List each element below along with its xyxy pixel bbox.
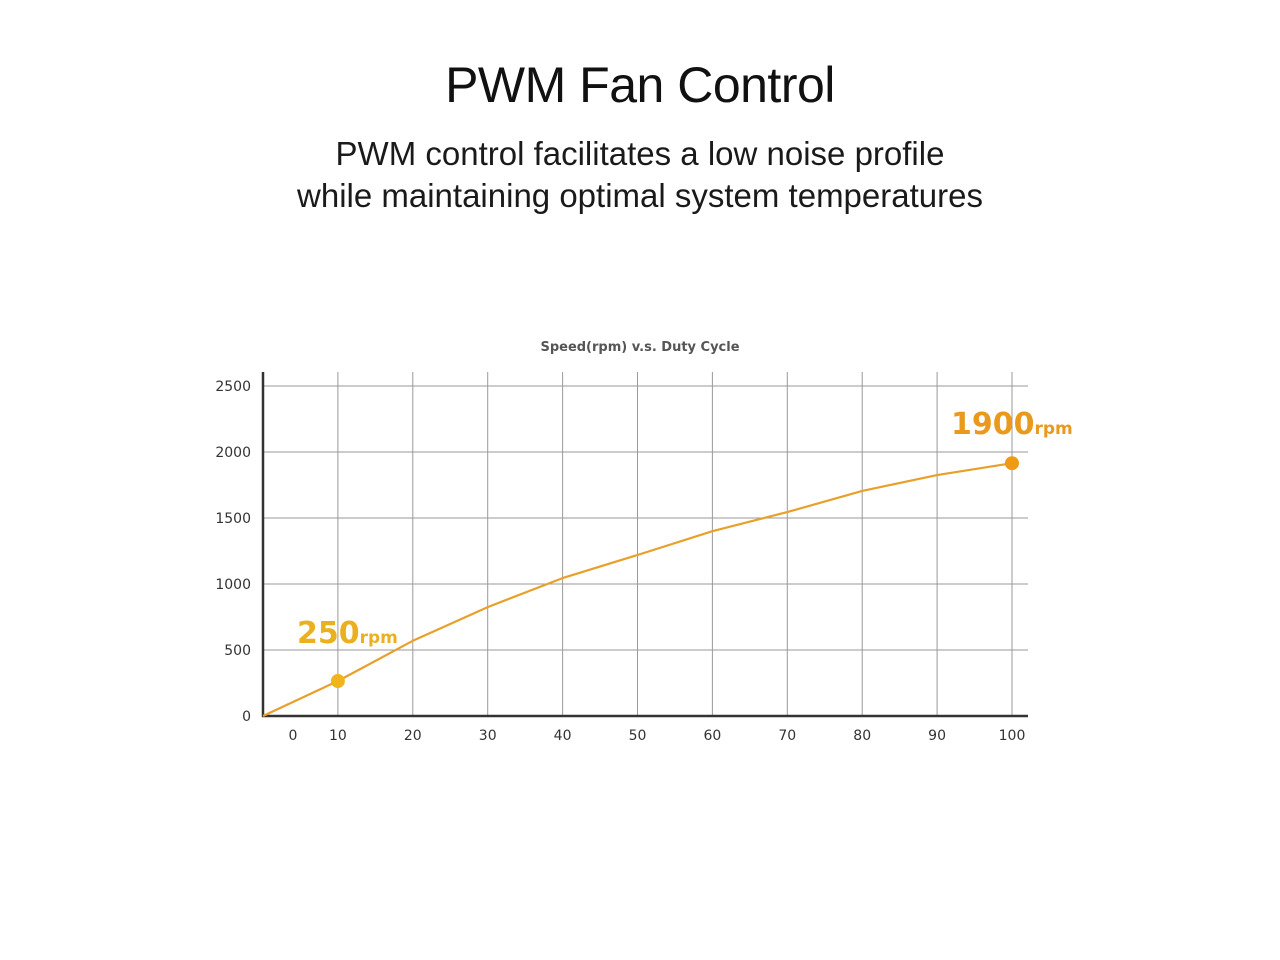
- annotation-value: 1900: [951, 407, 1035, 442]
- y-tick-label: 1500: [215, 511, 251, 527]
- annotation-unit: rpm: [1035, 419, 1073, 439]
- x-tick-label: 70: [778, 728, 796, 744]
- x-tick-label: 20: [404, 728, 422, 744]
- annotation-unit: rpm: [360, 628, 398, 648]
- chart-axes: [261, 372, 1028, 718]
- subtitle-line-2: while maintaining optimal system tempera…: [297, 177, 983, 214]
- data-point-250rpm: [330, 674, 345, 689]
- data-point-1900rpm: [1005, 456, 1019, 471]
- speed-line: [262, 462, 1013, 717]
- page-title: PWM Fan Control: [445, 57, 835, 113]
- y-tick-label: 0: [242, 709, 251, 725]
- x-tick-label: 10: [329, 728, 347, 744]
- chart-grid: [263, 372, 1028, 716]
- y-axis-labels: 0 500 1000 1500 2000 2500: [215, 379, 251, 725]
- x-tick-label: 80: [853, 728, 871, 744]
- y-tick-label: 2500: [215, 379, 251, 395]
- y-tick-label: 500: [224, 643, 251, 659]
- x-tick-label: 90: [928, 728, 946, 744]
- x-tick-label: 0: [289, 728, 298, 744]
- x-tick-label: 40: [554, 728, 572, 744]
- x-tick-label: 100: [999, 728, 1026, 744]
- x-tick-label: 60: [703, 728, 721, 744]
- x-tick-label: 50: [629, 728, 647, 744]
- y-tick-label: 2000: [215, 445, 251, 461]
- annotation-250rpm: 250rpm: [297, 616, 398, 651]
- annotation-value: 250: [297, 616, 360, 651]
- x-tick-label: 30: [479, 728, 497, 744]
- x-axis-labels: 0 10 20 30 40 50 60 70 80 90 100: [289, 728, 1026, 744]
- subtitle-line-1: PWM control facilitates a low noise prof…: [335, 135, 945, 172]
- y-tick-label: 1000: [215, 577, 251, 593]
- page-subtitle: PWM control facilitates a low noise prof…: [0, 133, 1280, 217]
- annotation-1900rpm: 1900rpm: [951, 407, 1073, 442]
- chart-title: Speed(rpm) v.s. Duty Cycle: [540, 340, 740, 355]
